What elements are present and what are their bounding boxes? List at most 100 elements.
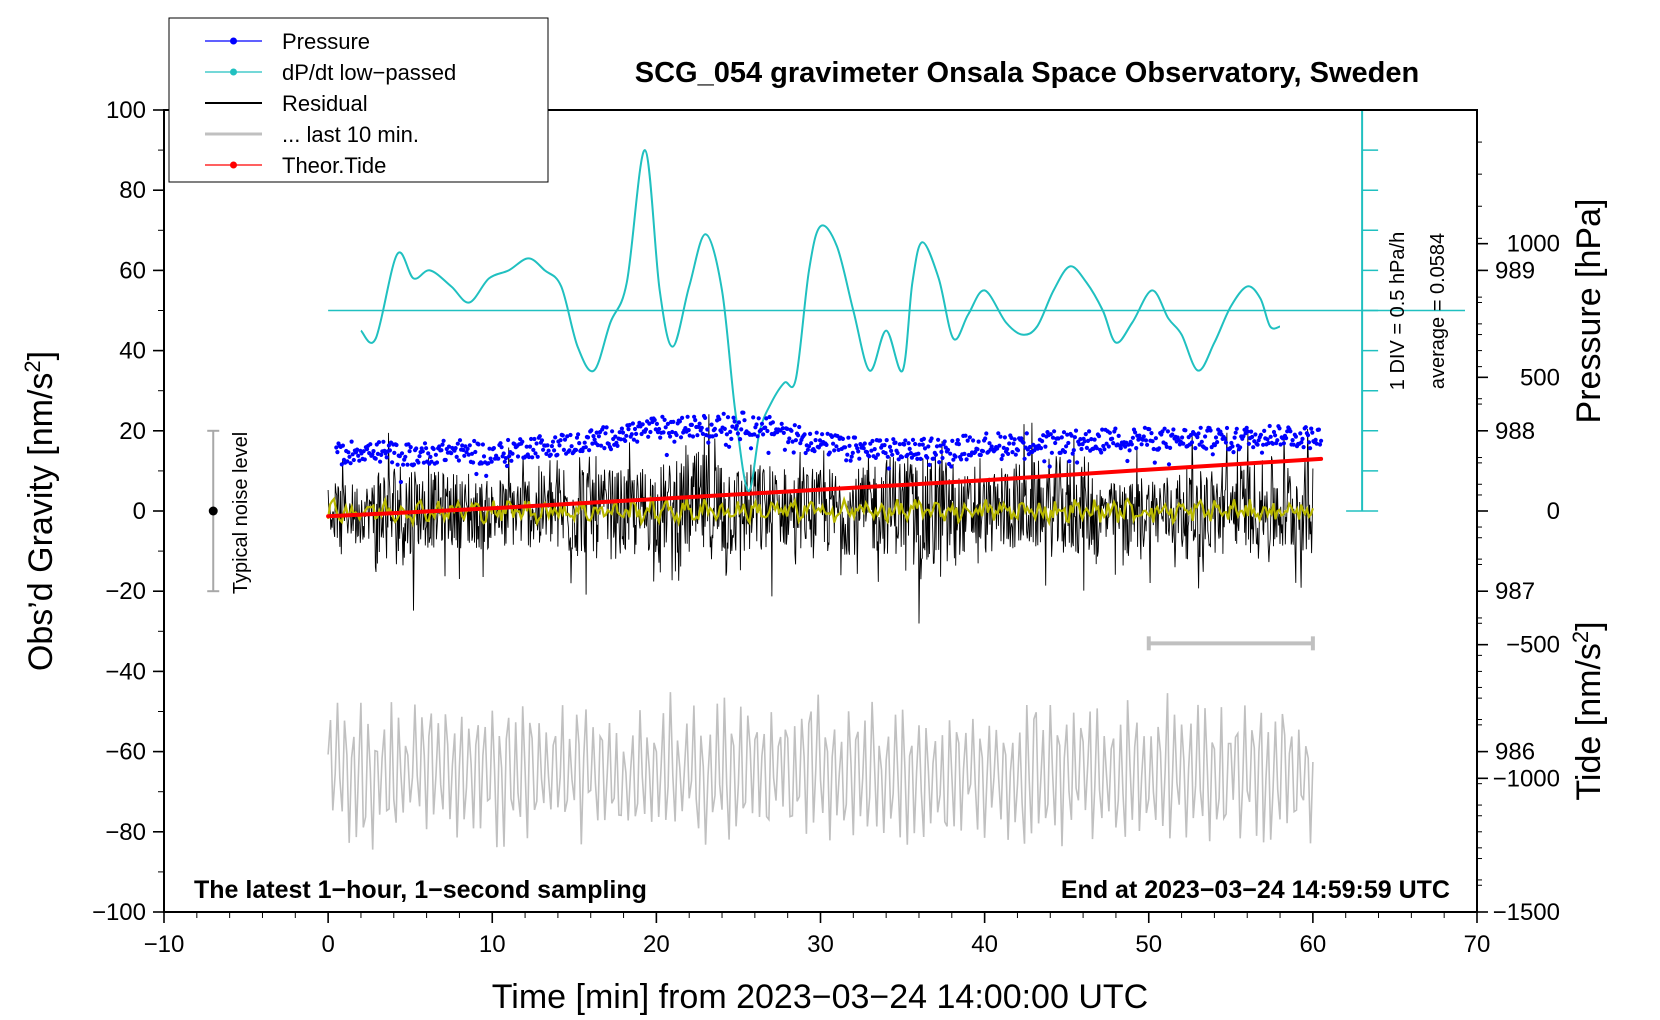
pressure-point [548, 452, 553, 457]
pressure-point [1107, 430, 1112, 435]
pressure-point [1118, 446, 1123, 451]
pressure-point [486, 461, 491, 466]
pressure-point [1140, 437, 1145, 442]
x-tick-label: 10 [479, 931, 506, 958]
pressure-point [657, 426, 662, 432]
pressure-point [531, 447, 536, 452]
pressure-point [558, 438, 563, 443]
pressure-point [666, 431, 672, 436]
pressure-point [850, 450, 855, 455]
pressure-point [399, 451, 405, 456]
pressure-point [373, 456, 378, 461]
pressure-point [668, 434, 673, 439]
pressure-point [752, 432, 757, 437]
y-axis-label-left: Obs’d Gravity [nm/s2] [20, 351, 61, 671]
pressure-point [674, 432, 679, 438]
pressure-point [1141, 434, 1146, 439]
pressure-point [856, 449, 861, 454]
pressure-point [643, 427, 649, 432]
pressure-point [1019, 436, 1024, 441]
pressure-point [1013, 452, 1018, 457]
pressure-point [1153, 436, 1158, 441]
pressure-point [848, 458, 853, 463]
pressure-point [1245, 429, 1250, 434]
pressure-point [971, 438, 976, 443]
pressure-point [1180, 435, 1185, 440]
pressure-point [1309, 426, 1314, 431]
pressure-point [805, 447, 811, 452]
pressure-point [1151, 446, 1156, 452]
pressure-point [562, 437, 568, 442]
pressure-point [632, 426, 638, 432]
pressure-point [1150, 439, 1155, 444]
pressure-point [956, 442, 962, 447]
pressure-point [730, 424, 735, 429]
pressure-point [1005, 447, 1010, 452]
pressure-point [602, 446, 607, 451]
x-tick-label: 30 [807, 931, 834, 958]
pressure-point [959, 457, 964, 462]
pressure-point [840, 436, 846, 441]
pressure-point [1244, 425, 1249, 430]
pressure-point [596, 434, 602, 439]
pressure-point [1310, 430, 1315, 435]
pressure-point [416, 460, 421, 465]
pressure-point [1303, 425, 1308, 430]
y-axis-label-tide-end: ] [1570, 621, 1608, 630]
pressure-point [1062, 449, 1068, 455]
pressure-point [725, 415, 731, 420]
pressure-point [535, 454, 540, 459]
pressure-point [529, 436, 534, 442]
pressure-point [780, 426, 785, 431]
pressure-point [1261, 442, 1266, 447]
pressure-point [950, 438, 955, 443]
pressure-point [847, 443, 852, 448]
y-axis-label-tide-text: Tide [nm/s [1570, 643, 1608, 800]
pressure-point [1277, 426, 1282, 431]
pressure-point [1275, 438, 1280, 443]
tide-tick-label: 500 [1520, 364, 1560, 391]
pressure-point [1196, 431, 1201, 436]
pressure-point [732, 419, 737, 424]
pressure-point [379, 452, 384, 457]
noise-level-label: Typical noise level [230, 432, 252, 594]
pressure-point [933, 452, 939, 457]
pressure-point [424, 446, 429, 451]
pressure-point [496, 456, 501, 461]
pressure-point [1234, 426, 1239, 431]
pressure-point [1212, 443, 1217, 448]
pressure-point [1043, 444, 1048, 449]
theoretical-tide-line [326, 456, 1324, 519]
pressure-point [742, 418, 747, 423]
pressure-point [1099, 450, 1104, 455]
pressure-point [351, 457, 356, 463]
pressure-point [787, 436, 792, 441]
pressure-point [998, 434, 1003, 439]
pressure-point [491, 446, 496, 451]
pressure-point [949, 464, 954, 469]
pressure-point [845, 452, 850, 457]
pressure-point [405, 462, 410, 467]
pressure-point [1199, 439, 1204, 444]
pressure-point [846, 435, 851, 440]
pressure-point [1006, 451, 1011, 456]
pressure-point [1069, 433, 1074, 438]
last-10-min-line [327, 692, 1314, 850]
pressure-point [786, 440, 791, 445]
pressure-point [626, 427, 631, 432]
pressure-point [1170, 432, 1175, 437]
pressure-point [545, 443, 550, 448]
pressure-point [524, 444, 529, 449]
pressure-point [948, 451, 953, 456]
pressure-point [1042, 459, 1047, 464]
pressure-point [1059, 435, 1064, 440]
pressure-point [414, 446, 419, 451]
pressure-point [1203, 434, 1208, 439]
pressure-point [1079, 446, 1084, 452]
pressure-point [825, 431, 830, 436]
pressure-point [630, 421, 636, 426]
pressure-point [617, 430, 622, 435]
pressure-point [887, 444, 893, 449]
pressure-point [1084, 445, 1089, 450]
pressure-point [808, 431, 813, 436]
